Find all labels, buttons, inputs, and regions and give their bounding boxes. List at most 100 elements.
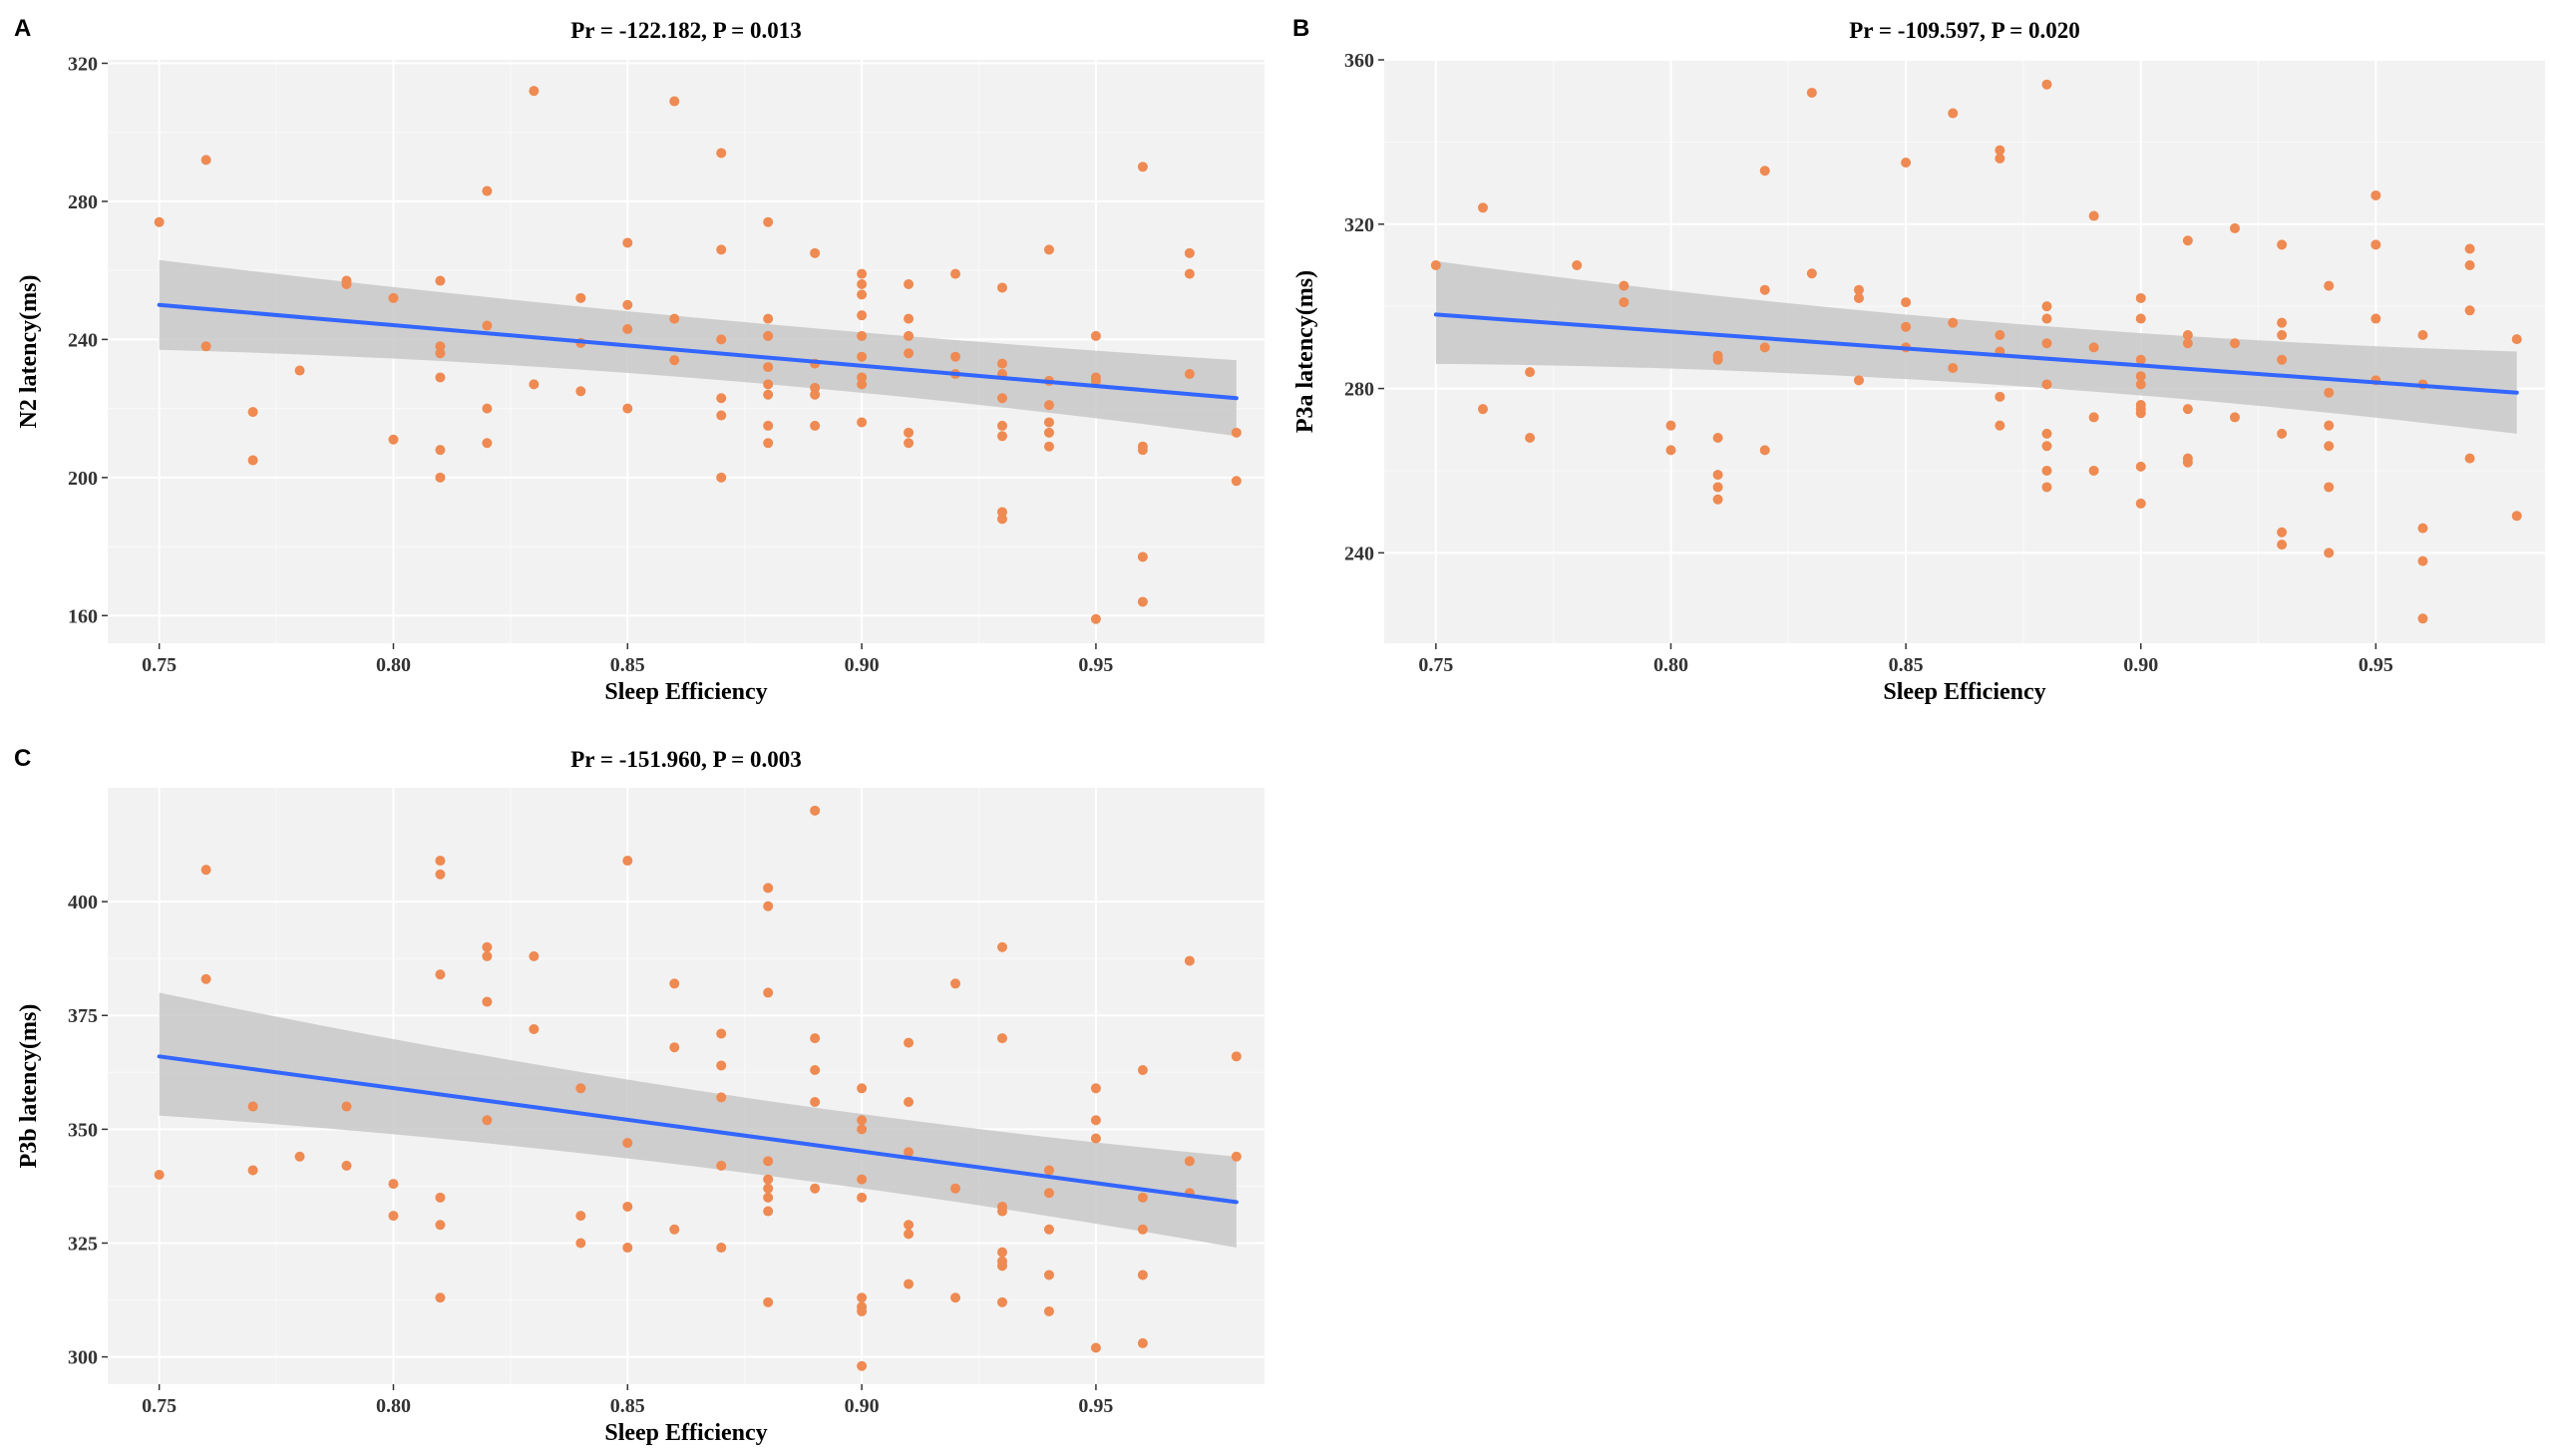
data-point: [1090, 330, 1101, 341]
data-point: [1525, 367, 1536, 378]
data-point: [482, 185, 493, 196]
data-point: [1759, 166, 1770, 177]
data-point: [2324, 482, 2335, 493]
data-point: [857, 1115, 868, 1126]
x-tick-label: 0.85: [1889, 654, 1924, 676]
data-point: [2041, 338, 2052, 349]
x-tick-label: 0.80: [1653, 654, 1688, 676]
y-axis-title: N2 latency(ms): [16, 275, 42, 429]
data-point: [904, 330, 914, 341]
data-point: [904, 279, 914, 289]
data-point: [1184, 955, 1195, 966]
data-point: [2464, 243, 2475, 254]
regression-line: [1433, 312, 2519, 395]
data-point: [997, 1261, 1008, 1272]
data-point: [1759, 342, 1770, 353]
data-point: [857, 1305, 868, 1316]
data-point: [1712, 470, 1723, 481]
data-point: [575, 1238, 586, 1249]
data-point: [857, 1174, 868, 1185]
panel-letter: C: [14, 745, 31, 772]
y-tick-label: 325: [68, 1233, 98, 1255]
data-point: [1043, 400, 1054, 411]
data-point: [904, 313, 914, 324]
data-point: [810, 389, 821, 400]
data-point: [2277, 239, 2288, 250]
data-point: [1572, 259, 1583, 270]
chart-title: Pr = -151.960, P = 0.003: [570, 747, 802, 772]
data-point: [997, 431, 1008, 442]
y-tick-label: 400: [68, 892, 98, 913]
data-point: [950, 1292, 961, 1303]
data-point: [1137, 1224, 1148, 1235]
data-point: [2417, 613, 2428, 624]
data-point: [2182, 235, 2193, 246]
data-point: [857, 1360, 868, 1371]
data-point: [716, 410, 727, 421]
data-point: [482, 1115, 493, 1126]
data-point: [2088, 342, 2099, 353]
data-point: [2041, 441, 2052, 452]
data-point: [950, 268, 961, 279]
data-point: [200, 973, 211, 984]
data-point: [435, 1292, 446, 1303]
data-point: [529, 1023, 540, 1034]
data-point: [529, 950, 540, 961]
data-point: [810, 1033, 821, 1044]
y-tick-label: 280: [1344, 379, 1374, 401]
data-point: [1231, 476, 1242, 487]
data-point: [2370, 239, 2381, 250]
data-point: [1043, 244, 1054, 255]
data-point: [622, 856, 633, 867]
data-point: [1477, 404, 1488, 415]
data-point: [1043, 427, 1054, 438]
data-point: [997, 1033, 1008, 1044]
data-point: [857, 289, 868, 300]
data-point: [716, 393, 727, 404]
data-point: [669, 978, 680, 989]
data-point: [763, 420, 774, 431]
data-point: [1901, 297, 1912, 308]
data-point: [622, 299, 633, 310]
data-point: [435, 1220, 446, 1231]
data-point: [575, 292, 586, 303]
data-point: [1184, 1156, 1195, 1167]
data-point: [435, 969, 446, 980]
x-tick-label: 0.85: [610, 1395, 645, 1417]
data-point: [669, 1224, 680, 1235]
data-point: [2135, 371, 2146, 382]
data-point: [2135, 379, 2146, 390]
data-point: [1090, 1342, 1101, 1353]
data-point: [904, 1229, 914, 1240]
data-point: [904, 1147, 914, 1158]
x-tick-label: 0.95: [1078, 654, 1113, 676]
data-point: [1759, 284, 1770, 295]
data-point: [716, 148, 727, 159]
data-point: [2041, 428, 2052, 439]
data-point: [1043, 1188, 1054, 1199]
data-point: [2088, 210, 2099, 221]
x-tick-label: 0.80: [376, 1395, 411, 1417]
data-point: [1806, 268, 1817, 279]
data-point: [810, 247, 821, 258]
data-point: [341, 1101, 352, 1112]
data-point: [857, 330, 868, 341]
data-point: [2324, 441, 2335, 452]
data-point: [810, 420, 821, 431]
data-point: [1853, 284, 1864, 295]
data-point: [1043, 441, 1054, 452]
data-point: [247, 1101, 258, 1112]
data-point: [857, 310, 868, 321]
data-point: [1619, 297, 1630, 308]
data-point: [1948, 317, 1959, 328]
data-point: [482, 320, 493, 331]
y-tick-label: 375: [68, 1005, 98, 1027]
data-point: [763, 1296, 774, 1307]
data-point: [2182, 457, 2193, 468]
y-tick-label: 280: [68, 191, 98, 213]
data-point: [2041, 79, 2052, 90]
chart-title: Pr = -109.597, P = 0.020: [1849, 18, 2080, 43]
data-point: [904, 1096, 914, 1107]
data-point: [1477, 202, 1488, 213]
data-point: [810, 1096, 821, 1107]
